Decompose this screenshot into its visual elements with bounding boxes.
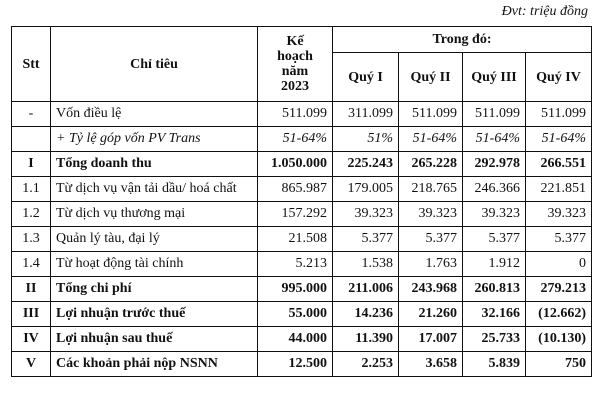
table-row: IV Lợi nhuận sau thuế 44.000 11.390 17.007 25… bbox=[11, 326, 592, 352]
table-row: I Tổng doanh thu 1.050.000 225.243 265.228 29… bbox=[11, 151, 592, 177]
row-label: Các khoản phải nộp NSNN bbox=[50, 351, 258, 377]
row-q2: 3.658 bbox=[398, 351, 463, 377]
row-q3: 1.912 bbox=[462, 251, 526, 277]
row-stt: 1.4 bbox=[11, 251, 51, 277]
row-stt: I bbox=[11, 151, 51, 177]
row-q2: 21.260 bbox=[398, 301, 463, 327]
header-q1: Quý I bbox=[332, 52, 399, 102]
header-group: Trong đó: bbox=[332, 26, 592, 53]
header-stt: Stt bbox=[11, 26, 51, 102]
row-plan: 1.050.000 bbox=[257, 151, 333, 177]
row-q2: 511.099 bbox=[398, 101, 463, 127]
row-stt: III bbox=[11, 301, 51, 327]
table-row: + Tỷ lệ góp vốn PV Trans 51-64% 51% 51-64% 5… bbox=[11, 126, 592, 152]
row-q4: 0 bbox=[525, 251, 592, 277]
row-q1: 5.377 bbox=[332, 226, 399, 252]
row-q2: 17.007 bbox=[398, 326, 463, 352]
row-q1: 11.390 bbox=[332, 326, 399, 352]
row-stt: IV bbox=[11, 326, 51, 352]
row-q2: 51-64% bbox=[398, 126, 463, 152]
table-row: III Lợi nhuận trước thuế 55.000 14.236 21.26… bbox=[11, 301, 592, 327]
table-row: - Vốn điều lệ 511.099 311.099 511.099 511.099… bbox=[11, 101, 592, 127]
row-label: Từ dịch vụ thương mại bbox=[50, 201, 258, 227]
row-label: Quản lý tàu, đại lý bbox=[50, 226, 258, 252]
row-q1: 51% bbox=[332, 126, 399, 152]
row-label: Lợi nhuận trước thuế bbox=[50, 301, 258, 327]
row-q4: (10.130) bbox=[525, 326, 592, 352]
row-label: + Tỷ lệ góp vốn PV Trans bbox=[50, 126, 258, 152]
table-row: 1.4 Từ hoạt động tài chính 5.213 1.538 1.763… bbox=[11, 251, 592, 277]
row-stt: - bbox=[11, 101, 51, 127]
row-plan: 55.000 bbox=[257, 301, 333, 327]
table-row: 1.1 Từ dịch vụ vận tải dầu/ hoá chất 865.9… bbox=[11, 176, 592, 202]
row-q1: 179.005 bbox=[332, 176, 399, 202]
row-q3: 246.366 bbox=[462, 176, 526, 202]
row-q4: 511.099 bbox=[525, 101, 592, 127]
row-stt bbox=[11, 126, 51, 152]
row-q2: 243.968 bbox=[398, 276, 463, 302]
row-plan: 511.099 bbox=[257, 101, 333, 127]
table-row: 1.3 Quản lý tàu, đại lý 21.508 5.377 5.377 5.… bbox=[11, 226, 592, 252]
plan-table: Stt Chỉ tiêu Kế hoạch năm 2023 Trong đó: Qu… bbox=[11, 26, 592, 377]
row-q4: 51-64% bbox=[525, 126, 592, 152]
row-stt: 1.2 bbox=[11, 201, 51, 227]
row-q4: 5.377 bbox=[525, 226, 592, 252]
row-q3: 511.099 bbox=[462, 101, 526, 127]
header-q2: Quý II bbox=[398, 52, 463, 102]
row-stt: II bbox=[11, 276, 51, 302]
header-indicator: Chỉ tiêu bbox=[50, 26, 258, 102]
row-label: Từ hoạt động tài chính bbox=[50, 251, 258, 277]
table-row: 1.2 Từ dịch vụ thương mại 157.292 39.323 39.… bbox=[11, 201, 592, 227]
row-q3: 51-64% bbox=[462, 126, 526, 152]
row-q3: 5.839 bbox=[462, 351, 526, 377]
row-label: Tổng doanh thu bbox=[50, 151, 258, 177]
row-q4: 39.323 bbox=[525, 201, 592, 227]
row-q2: 218.765 bbox=[398, 176, 463, 202]
header-plan: Kế hoạch năm 2023 bbox=[257, 26, 333, 102]
row-q3: 260.813 bbox=[462, 276, 526, 302]
row-label: Tổng chi phí bbox=[50, 276, 258, 302]
row-q2: 1.763 bbox=[398, 251, 463, 277]
unit-note: Đvt: triệu đồng bbox=[501, 4, 588, 19]
row-stt: 1.1 bbox=[11, 176, 51, 202]
row-q3: 25.733 bbox=[462, 326, 526, 352]
row-plan: 995.000 bbox=[257, 276, 333, 302]
row-q4: 266.551 bbox=[525, 151, 592, 177]
row-q1: 39.323 bbox=[332, 201, 399, 227]
row-q3: 5.377 bbox=[462, 226, 526, 252]
row-plan: 5.213 bbox=[257, 251, 333, 277]
row-plan: 44.000 bbox=[257, 326, 333, 352]
row-q1: 2.253 bbox=[332, 351, 399, 377]
row-q2: 265.228 bbox=[398, 151, 463, 177]
row-label: Từ dịch vụ vận tải dầu/ hoá chất bbox=[50, 176, 258, 202]
row-q3: 39.323 bbox=[462, 201, 526, 227]
header-q3: Quý III bbox=[462, 52, 526, 102]
row-plan: 12.500 bbox=[257, 351, 333, 377]
row-plan: 51-64% bbox=[257, 126, 333, 152]
row-q1: 1.538 bbox=[332, 251, 399, 277]
row-stt: V bbox=[11, 351, 51, 377]
row-plan: 865.987 bbox=[257, 176, 333, 202]
header-q4: Quý IV bbox=[525, 52, 592, 102]
row-stt: 1.3 bbox=[11, 226, 51, 252]
table-row: II Tổng chi phí 995.000 211.006 243.968 260.8… bbox=[11, 276, 592, 302]
row-q3: 32.166 bbox=[462, 301, 526, 327]
row-q2: 39.323 bbox=[398, 201, 463, 227]
row-q2: 5.377 bbox=[398, 226, 463, 252]
row-q1: 311.099 bbox=[332, 101, 399, 127]
row-q1: 211.006 bbox=[332, 276, 399, 302]
row-plan: 21.508 bbox=[257, 226, 333, 252]
table-row: V Các khoản phải nộp NSNN 12.500 2.253 3.658… bbox=[11, 351, 592, 377]
row-label: Lợi nhuận sau thuế bbox=[50, 326, 258, 352]
row-q1: 225.243 bbox=[332, 151, 399, 177]
row-q1: 14.236 bbox=[332, 301, 399, 327]
row-q3: 292.978 bbox=[462, 151, 526, 177]
row-q4: (12.662) bbox=[525, 301, 592, 327]
row-q4: 221.851 bbox=[525, 176, 592, 202]
row-plan: 157.292 bbox=[257, 201, 333, 227]
row-q4: 750 bbox=[525, 351, 592, 377]
row-q4: 279.213 bbox=[525, 276, 592, 302]
row-label: Vốn điều lệ bbox=[50, 101, 258, 127]
